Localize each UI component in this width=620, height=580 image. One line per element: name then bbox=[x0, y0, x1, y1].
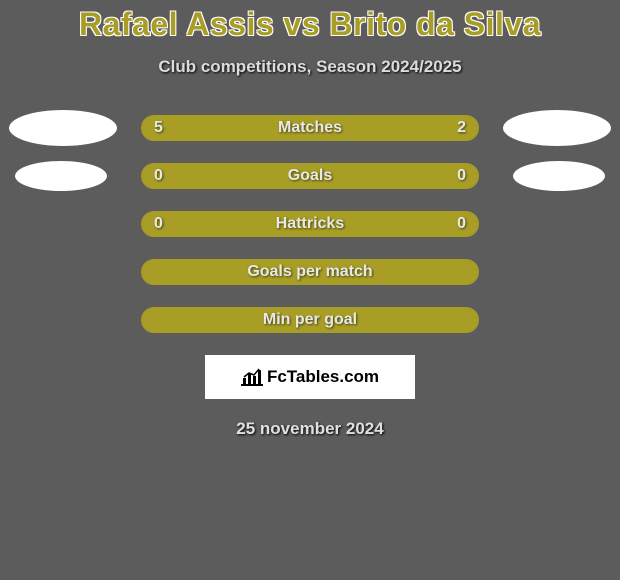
avatar-right bbox=[513, 161, 605, 191]
stat-bar: Min per goal bbox=[141, 307, 479, 333]
stat-label: Goals bbox=[142, 167, 478, 185]
stat-bar: Goals per match bbox=[141, 259, 479, 285]
stat-row: 00Goals bbox=[0, 163, 620, 189]
logo-box: FcTables.com bbox=[205, 355, 415, 399]
stat-rows: 52Matches 00Goals 00Hattricks Goals per mat… bbox=[0, 115, 620, 333]
comparison-infographic: Rafael Assis vs Brito da Silva Club comp… bbox=[0, 0, 620, 439]
bar-chart-icon bbox=[241, 368, 263, 386]
logo-text: FcTables.com bbox=[267, 367, 379, 387]
stat-bar: 52Matches bbox=[141, 115, 479, 141]
stat-label: Goals per match bbox=[142, 263, 478, 281]
stat-label: Min per goal bbox=[142, 311, 478, 329]
stat-row: 52Matches bbox=[0, 115, 620, 141]
page-title: Rafael Assis vs Brito da Silva bbox=[0, 6, 620, 43]
stat-row: 00Hattricks bbox=[0, 211, 620, 237]
stat-row: Min per goal bbox=[0, 307, 620, 333]
stat-bar: 00Goals bbox=[141, 163, 479, 189]
stat-row: Goals per match bbox=[0, 259, 620, 285]
avatar-left bbox=[9, 110, 117, 146]
subtitle: Club competitions, Season 2024/2025 bbox=[0, 57, 620, 77]
avatar-right bbox=[503, 110, 611, 146]
stat-bar: 00Hattricks bbox=[141, 211, 479, 237]
stat-label: Matches bbox=[142, 119, 478, 137]
stat-label: Hattricks bbox=[142, 215, 478, 233]
avatar-left bbox=[15, 161, 107, 191]
date-text: 25 november 2024 bbox=[0, 419, 620, 439]
